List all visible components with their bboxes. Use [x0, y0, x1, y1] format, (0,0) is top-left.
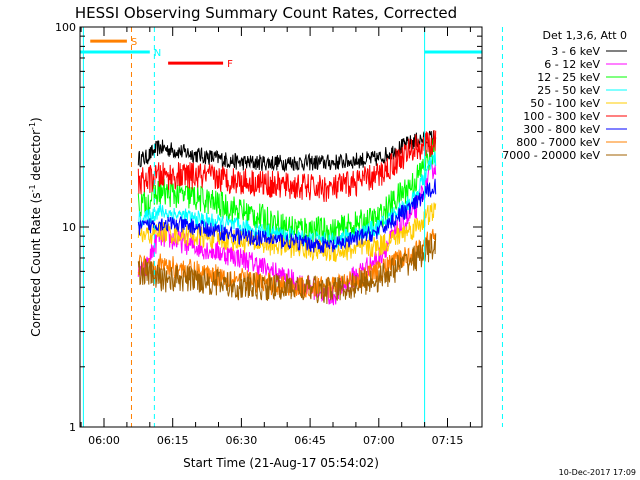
legend-label-7: 800 - 7000 keV — [516, 136, 600, 149]
legend-label-0: 3 - 6 keV — [551, 45, 600, 58]
flag-label-0: S — [131, 37, 137, 48]
y-tick-label-0: 1 — [69, 421, 76, 434]
x-tick-label-3: 06:45 — [294, 434, 326, 447]
x-tick-label-1: 06:15 — [157, 434, 189, 447]
x-ticks: 06:00 06:15 06:30 06:45 07:00 07:15 — [80, 27, 471, 447]
y-tick-label-1: 10 — [62, 221, 76, 234]
legend-label-3: 25 - 50 keV — [537, 84, 600, 97]
y-axis-label-sup1: -1 — [28, 184, 37, 192]
y-tick-label-2: 100 — [55, 21, 76, 34]
x-axis-label: Start Time (21-Aug-17 05:54:02) — [183, 456, 379, 470]
series-line-6 — [137, 178, 437, 254]
legend-title: Det 1,3,6, Att 0 — [543, 29, 627, 42]
y-axis-label-sup2: -1 — [28, 122, 37, 130]
y-axis-label: Corrected Count Rate (s-1 detector-1) — [28, 117, 43, 336]
y-ticks: 1 10 100 — [55, 21, 482, 434]
y-axis-label-main: Corrected Count Rate (s — [29, 192, 43, 336]
legend-label-5: 100 - 300 keV — [523, 110, 600, 123]
legend-label-8: 7000 - 20000 keV — [502, 149, 600, 162]
series-layer — [137, 129, 437, 306]
flag-bars-layer: S N F — [80, 37, 482, 70]
flag-label-2: F — [227, 59, 233, 70]
x-tick-label-4: 07:00 — [363, 434, 395, 447]
series-line-5 — [137, 129, 437, 202]
legend-label-2: 12 - 25 keV — [537, 71, 600, 84]
x-tick-label-2: 06:30 — [226, 434, 258, 447]
legend-label-6: 300 - 800 keV — [523, 123, 600, 136]
series-line-2 — [137, 138, 437, 245]
footer-date: 10-Dec-2017 17:09 — [559, 468, 636, 477]
series-line-7 — [137, 228, 437, 299]
series-line-4 — [137, 202, 437, 263]
x-tick-label-5: 07:15 — [432, 434, 464, 447]
y-axis-label-mid: detector — [29, 130, 43, 185]
series-line-8 — [137, 233, 437, 305]
y-axis-label-end: ) — [29, 117, 43, 122]
legend-label-4: 50 - 100 keV — [530, 97, 600, 110]
chart-title: HESSI Observing Summary Count Rates, Cor… — [75, 4, 457, 22]
flag-label-1: N — [154, 48, 161, 59]
legend-label-1: 6 - 12 keV — [544, 58, 600, 71]
x-tick-label-0: 06:00 — [88, 434, 120, 447]
series-line-0 — [137, 130, 437, 173]
